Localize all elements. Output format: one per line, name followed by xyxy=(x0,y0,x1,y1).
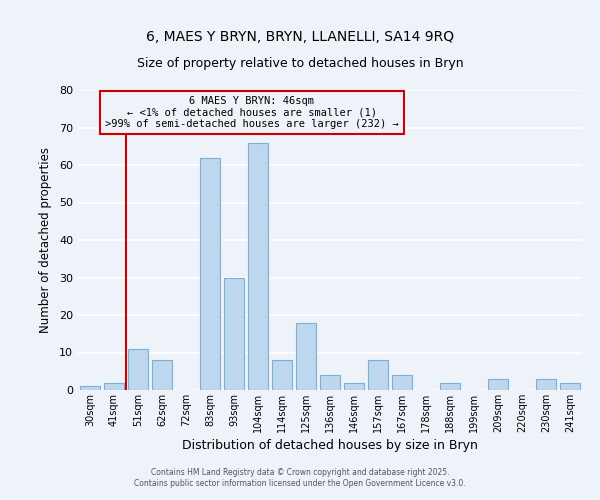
Bar xyxy=(80,386,100,390)
Bar xyxy=(224,278,244,390)
Text: Size of property relative to detached houses in Bryn: Size of property relative to detached ho… xyxy=(137,58,463,70)
Bar xyxy=(488,379,508,390)
Bar xyxy=(248,142,268,390)
Bar xyxy=(152,360,172,390)
Bar xyxy=(440,382,460,390)
Bar xyxy=(200,158,220,390)
Bar xyxy=(392,375,412,390)
Bar xyxy=(344,382,364,390)
Text: 6, MAES Y BRYN, BRYN, LLANELLI, SA14 9RQ: 6, MAES Y BRYN, BRYN, LLANELLI, SA14 9RQ xyxy=(146,30,454,44)
Bar xyxy=(536,379,556,390)
Text: 6 MAES Y BRYN: 46sqm
← <1% of detached houses are smaller (1)
>99% of semi-detac: 6 MAES Y BRYN: 46sqm ← <1% of detached h… xyxy=(105,96,399,129)
Bar xyxy=(128,349,148,390)
Bar xyxy=(272,360,292,390)
Bar xyxy=(320,375,340,390)
Bar xyxy=(560,382,580,390)
X-axis label: Distribution of detached houses by size in Bryn: Distribution of detached houses by size … xyxy=(182,439,478,452)
Bar xyxy=(368,360,388,390)
Bar xyxy=(296,322,316,390)
Bar xyxy=(104,382,124,390)
Text: Contains HM Land Registry data © Crown copyright and database right 2025.
Contai: Contains HM Land Registry data © Crown c… xyxy=(134,468,466,487)
Y-axis label: Number of detached properties: Number of detached properties xyxy=(39,147,52,333)
